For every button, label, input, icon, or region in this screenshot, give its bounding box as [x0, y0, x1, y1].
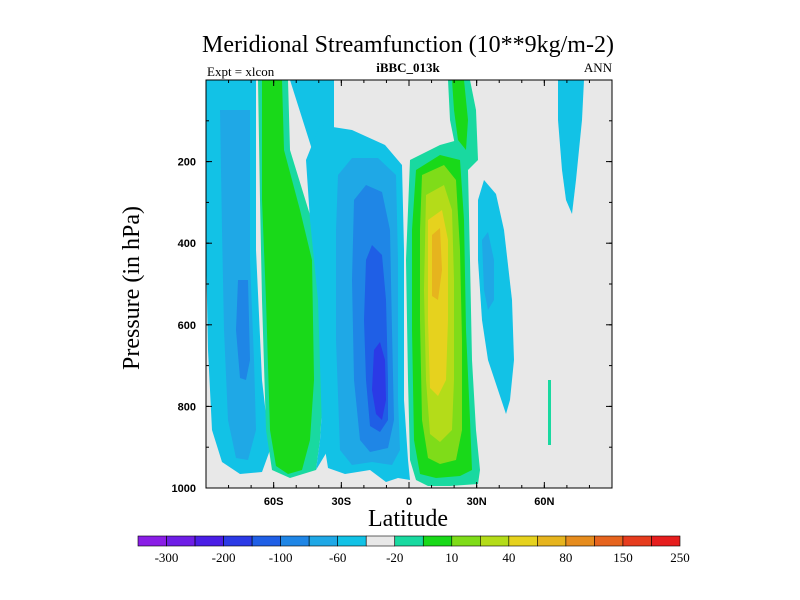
colorbar-swatch [565, 535, 595, 547]
colorbar-label: -300 [155, 550, 179, 565]
colorbar-swatch [166, 535, 196, 547]
colorbar-label: -20 [386, 550, 403, 565]
x-tick-label: 0 [406, 496, 412, 508]
colorbar-swatch [508, 535, 538, 547]
colorbar-swatch [480, 535, 510, 547]
y-axis-label: Pressure (in hPa) [119, 206, 145, 370]
plot-area [205, 79, 613, 489]
colorbar-swatch [137, 535, 167, 547]
y-axis: 200 400 600 800 1000 [172, 120, 612, 495]
nh-hadley-cell-core [432, 228, 442, 300]
nh-surface-streak [548, 380, 551, 445]
left-subtitle: Expt = xlcon [207, 64, 275, 79]
y-tick-label: 1000 [172, 483, 196, 495]
colorbar-swatch [651, 535, 681, 547]
colorbar-label: -200 [212, 550, 236, 565]
colorbar-label: -100 [269, 550, 293, 565]
colorbar-swatch [308, 535, 338, 547]
nh-polar-streak [558, 80, 584, 214]
colorbar-swatch [280, 535, 310, 547]
right-subtitle: ANN [584, 60, 613, 75]
colorbar-swatch [194, 535, 224, 547]
chart-title: Meridional Streamfunction (10**9kg/m-2) [202, 32, 614, 58]
x-tick-label: 60S [264, 496, 284, 508]
y-tick-label: 200 [178, 157, 196, 169]
colorbar-swatch [594, 535, 624, 547]
colorbar-swatch [251, 535, 281, 547]
y-tick-label: 800 [178, 401, 196, 413]
colorbar: -300 -200 -100 -60 -20 10 40 80 150 250 [137, 535, 690, 565]
x-tick-label: 30N [467, 496, 487, 508]
colorbar-label: 40 [502, 550, 515, 565]
colorbar-swatch [537, 535, 567, 547]
x-axis-label: Latitude [368, 506, 448, 532]
colorbar-label: 250 [670, 550, 690, 565]
colorbar-swatch [223, 535, 253, 547]
y-tick-label: 400 [178, 238, 196, 250]
sh-hadley-cell-core [372, 342, 386, 420]
colorbar-label: -60 [329, 550, 346, 565]
nh-ferrel-cell-core [482, 232, 494, 310]
colorbar-label: 10 [445, 550, 458, 565]
colorbar-swatch [422, 535, 453, 547]
nh-hadley-stem-core [452, 80, 468, 150]
center-subtitle: iBBC_013k [376, 60, 440, 75]
colorbar-label: 150 [613, 550, 633, 565]
colorbar-swatch [622, 535, 652, 547]
colorbar-label: 80 [559, 550, 572, 565]
x-tick-label: 30S [332, 496, 352, 508]
x-axis: 60S 30S 0 30N 60N [228, 80, 590, 508]
y-tick-label: 600 [178, 320, 196, 332]
colorbar-swatch [337, 535, 367, 547]
x-tick-label: 60N [534, 496, 554, 508]
colorbar-swatch [394, 535, 424, 547]
sh-outer-cell-core [236, 280, 250, 380]
colorbar-swatch [451, 535, 481, 547]
colorbar-swatch [365, 535, 396, 547]
sh-ferrel-cell-core [262, 80, 314, 474]
